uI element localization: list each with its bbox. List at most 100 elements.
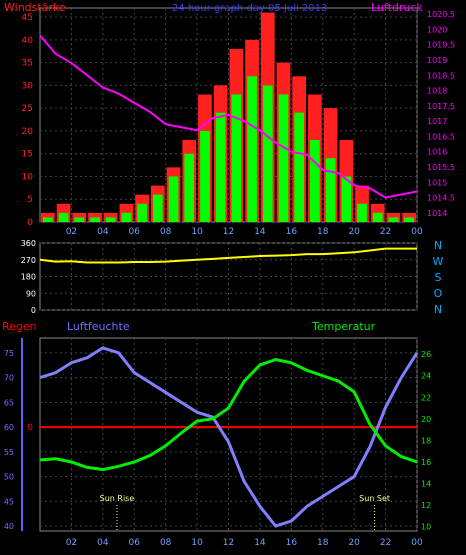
direction-y-tick-label: 180 [21, 273, 36, 282]
wind-bar [105, 217, 116, 222]
wind-x-tick-label: 14 [254, 227, 266, 237]
direction-y-tick-label: 360 [21, 239, 36, 248]
wind-x-tick-label: 16 [286, 227, 298, 237]
climate-x-tick-label: 20 [348, 538, 360, 548]
wind-x-tick-label: 20 [348, 227, 360, 237]
wind-grid [40, 8, 418, 223]
wind-y-tick-label: 30 [22, 81, 34, 91]
temperature-y-tick-label: 26 [421, 350, 431, 359]
pressure-line [39, 34, 418, 199]
wind-y-tick-label: 20 [22, 127, 34, 137]
wind-x-tick-label: 22 [380, 227, 391, 237]
pressure-axis-label: Luftdruck [371, 1, 423, 14]
pressure-y-tick-label: 1017.5 [427, 102, 455, 111]
wind-x-tick-label: 18 [317, 227, 329, 237]
sunset-label: Sun Set [359, 494, 390, 503]
climate-x-tick-label: 08 [160, 538, 172, 548]
climate-x-tick-label: 04 [97, 538, 109, 548]
climate-x-tick-label: 18 [317, 538, 329, 548]
humidity-temperature-panel: Regen Luftfeuchte Temperatur Sun Rise Sun… [2, 320, 431, 548]
wind-bar [247, 76, 257, 222]
wind-bar [137, 203, 147, 222]
pressure-y-tick-label: 1016 [427, 148, 447, 157]
wind-bar [404, 217, 414, 222]
climate-x-tick-label: 22 [380, 538, 391, 548]
wind-x-tick-label: 02 [66, 227, 77, 237]
wind-bar [184, 153, 195, 222]
direction-y-tick-label: 270 [21, 256, 36, 265]
climate-x-tick-label: 12 [223, 538, 234, 548]
humidity-y-tick-label: 55 [4, 448, 14, 457]
wind-x-tick-label: 12 [223, 227, 234, 237]
wind-bar [325, 158, 336, 222]
wind-bar [43, 217, 53, 222]
wind-y-tick-label: 40 [22, 36, 34, 46]
compass-label: O [434, 287, 443, 300]
wind-bar [231, 94, 242, 222]
temperature-y-tick-label: 20 [421, 415, 431, 424]
wind-y-ticks: 0 5 10 15 20 25 30 35 40 45 [22, 13, 34, 228]
compass-label: W [433, 255, 444, 268]
pressure-y-tick-label: 1020 [427, 25, 447, 34]
wind-y-tick-label: 10 [22, 172, 34, 182]
humidity-label: Luftfeuchte [67, 320, 130, 333]
pressure-y-tick-label: 1018.5 [427, 71, 455, 80]
wind-bar [357, 203, 367, 222]
humidity-y-tick-label: 75 [4, 349, 14, 358]
wind-x-tick-label: 04 [97, 227, 109, 237]
wind-y-tick-label: 35 [22, 59, 33, 69]
climate-x-tick-label: 10 [191, 538, 203, 548]
temperature-y-tick-label: 24 [421, 372, 431, 381]
wind-x-tick-label: 00 [411, 227, 423, 237]
wind-y-tick-label: 15 [22, 150, 33, 160]
wind-bar [152, 194, 163, 222]
climate-x-ticks: 02 04 06 08 10 12 14 16 18 20 22 00 [66, 538, 423, 548]
wind-y-tick-label: 5 [27, 195, 33, 205]
wind-axis-label: Windstärke [4, 1, 66, 14]
wind-bar [388, 217, 399, 222]
wind-y-tick-label: 25 [22, 104, 33, 114]
wind-pressure-panel: Windstärke 24 hour graph day 05 Juli 201… [4, 1, 455, 237]
pressure-y-tick-label: 1014 [427, 209, 447, 218]
humidity-line [39, 346, 419, 528]
climate-x-tick-label: 14 [254, 538, 266, 548]
temperature-y-tick-label: 16 [421, 458, 431, 467]
humidity-y-ticks: 40 45 50 55 60 65 70 75 [4, 349, 14, 531]
pressure-y-tick-label: 1016.5 [427, 132, 455, 141]
wind-y-tick-label: 0 [27, 218, 33, 228]
wind-x-ticks: 02 04 06 08 10 12 14 16 18 20 22 00 [66, 227, 423, 237]
wind-bar [121, 212, 132, 222]
compass-label: N [434, 239, 442, 252]
pressure-y-tick-label: 1015.5 [427, 163, 455, 172]
climate-x-tick-label: 02 [66, 538, 77, 548]
pressure-y-tick-label: 1015 [427, 178, 447, 187]
wind-bar [215, 112, 226, 222]
wind-bar [310, 140, 320, 222]
pressure-y-tick-label: 1017 [427, 117, 447, 126]
pressure-y-tick-label: 1019 [427, 56, 447, 65]
sunrise-label: Sun Rise [100, 494, 135, 503]
wind-bar [200, 130, 210, 222]
climate-x-tick-label: 00 [411, 538, 423, 548]
pressure-y-ticks: 1014 1014.5 1015 1015.5 1016 1016.5 1017 1017.5… [427, 10, 455, 218]
wind-bar [278, 94, 289, 222]
compass-label: S [435, 271, 442, 284]
wind-x-tick-label: 08 [160, 227, 172, 237]
humidity-y-tick-label: 60 [4, 423, 14, 432]
temperature-line [39, 358, 418, 472]
direction-y-tick-label: 0 [31, 306, 36, 315]
sun-markers: Sun Rise Sun Set [100, 494, 390, 531]
temperature-y-tick-label: 14 [421, 480, 431, 489]
temperature-label: Temperatur [311, 320, 376, 333]
wind-bars [41, 12, 416, 222]
compass-label: N [434, 303, 442, 316]
chart-title: 24 hour graph day 05 Juli 2013 [172, 3, 327, 14]
wind-bar [294, 112, 305, 222]
wind-bar [262, 85, 273, 222]
wind-bar [90, 217, 100, 222]
climate-x-tick-label: 06 [129, 538, 141, 548]
wind-direction-line [39, 247, 417, 264]
